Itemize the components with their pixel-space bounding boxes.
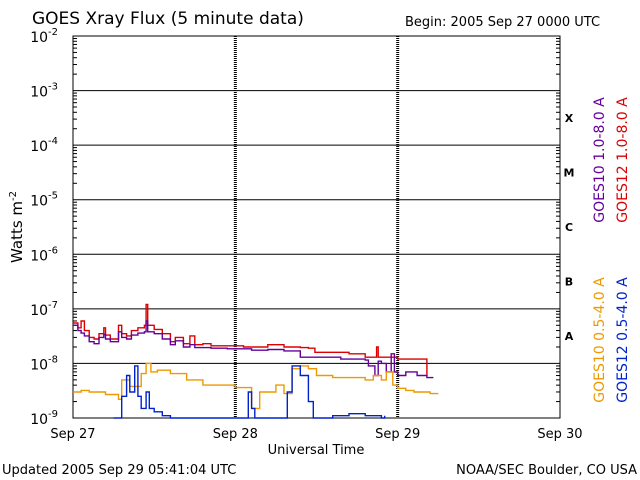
y-axis-ticks: 10-2 10-3 10-4 10-5 10-6 10-7 10-8 10-9 — [30, 27, 560, 428]
series-line — [73, 362, 439, 410]
y-tick-label: 10-6 — [30, 245, 58, 264]
series-line — [73, 303, 428, 376]
legend-entry: GOES12 1.0-8.0 A — [615, 97, 631, 223]
y-tick-label: 10-5 — [30, 191, 58, 210]
y-tick-label: 10-3 — [30, 82, 58, 101]
y-axis-label-text: Watts m — [8, 201, 26, 263]
legend-label: GOES10 0.5-4.0 A — [592, 277, 608, 403]
flare-class-label: C — [565, 221, 573, 234]
flare-class-label: B — [565, 276, 573, 289]
begin-label: Begin: 2005 Sep 27 0000 UTC — [405, 15, 600, 30]
y-tick-label: 10-9 — [30, 409, 58, 428]
x-axis-ticks: Sep 27 Sep 28 Sep 29 Sep 30 — [50, 427, 582, 442]
legend-entry: GOES12 0.5-4.0 A — [615, 277, 631, 403]
chart-title: GOES Xray Flux (5 minute data) — [32, 9, 304, 29]
series-line — [113, 365, 386, 419]
legend-label: GOES10 1.0-8.0 A — [592, 97, 608, 223]
flare-class-labels: X M C B A — [564, 112, 575, 343]
legend-label: GOES12 0.5-4.0 A — [615, 277, 631, 403]
svg-text:Watts m-2: Watts m-2 — [8, 191, 26, 263]
plot-frame — [72, 35, 561, 419]
y-tick-label: 10-4 — [30, 136, 58, 155]
x-tick-label: Sep 27 — [50, 427, 95, 442]
legend-entry: GOES10 1.0-8.0 A — [592, 97, 608, 223]
y-tick-label: 10-8 — [30, 354, 58, 373]
flare-class-label: A — [565, 330, 574, 343]
y-tick-label: 10-2 — [30, 27, 58, 46]
legend: GOES10 1.0-8.0 A GOES12 1.0-8.0 A GOES10 0… — [592, 97, 631, 403]
flare-class-label: X — [565, 112, 574, 125]
y-axis-label-exponent: -2 — [8, 191, 19, 201]
data-series — [73, 303, 439, 419]
x-axis-label: Universal Time — [268, 443, 365, 458]
updated-timestamp: Updated 2005 Sep 29 05:41:04 UTC — [2, 463, 236, 478]
y-axis-label: Watts m-2 — [8, 191, 26, 263]
y-tick-label: 10-7 — [30, 300, 58, 319]
gridlines — [73, 36, 560, 418]
x-tick-label: Sep 28 — [213, 427, 258, 442]
legend-label: GOES12 1.0-8.0 A — [615, 97, 631, 223]
series-line — [73, 320, 434, 379]
x-tick-label: Sep 29 — [375, 427, 420, 442]
legend-entry: GOES10 0.5-4.0 A — [592, 277, 608, 403]
source-credit: NOAA/SEC Boulder, CO USA — [456, 463, 637, 478]
x-tick-label: Sep 30 — [537, 427, 582, 442]
flare-class-label: M — [564, 166, 575, 179]
